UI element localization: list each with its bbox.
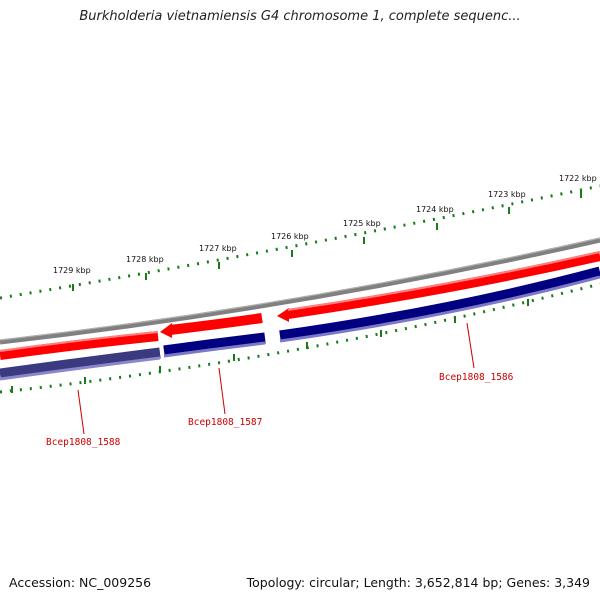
gene-arrow-forward-left: [0, 331, 159, 360]
tick-label-1729: 1729 kbp: [53, 266, 91, 275]
forward-strand: [0, 251, 600, 360]
tick-label-1727: 1727 kbp: [199, 244, 237, 253]
gene-block-reverse-mid: [163, 332, 266, 357]
gene-block-reverse-right: [279, 266, 600, 342]
gene-arrow-forward-mid: [169, 313, 263, 335]
chromosome-title: Burkholderia vietnamiensis G4 chromosome…: [79, 9, 521, 24]
leader-line-1587: [218, 367, 226, 415]
tick-label-1722: 1722 kbp: [559, 174, 597, 183]
gene-label-bcep1808-1586[interactable]: Bcep1808_1586: [439, 372, 514, 383]
gene-label-bcep1808-1587[interactable]: Bcep1808_1587: [188, 417, 262, 428]
topology-info-text: Topology: circular; Length: 3,652,814 bp…: [246, 575, 590, 590]
major-ticks: [72, 191, 582, 291]
backbone-ring: [0, 237, 600, 345]
gene-block-reverse-left: [0, 347, 161, 380]
gene-label-bcep1808-1588[interactable]: Bcep1808_1588: [46, 437, 121, 448]
tick-label-1724: 1724 kbp: [416, 205, 454, 214]
gene-arrow-forward-right: [287, 251, 600, 319]
tick-label-1723: 1723 kbp: [488, 190, 526, 199]
reverse-strand: [0, 266, 600, 381]
tick-label-1725: 1725 kbp: [343, 219, 381, 228]
leader-line-1588: [77, 389, 85, 435]
outer-tick-ring: [0, 184, 600, 300]
accession-text: Accession: NC_009256: [9, 575, 152, 590]
tick-label-1728: 1728 kbp: [126, 255, 164, 264]
leader-line-1586: [466, 322, 475, 369]
tick-label-1726: 1726 kbp: [271, 232, 309, 241]
